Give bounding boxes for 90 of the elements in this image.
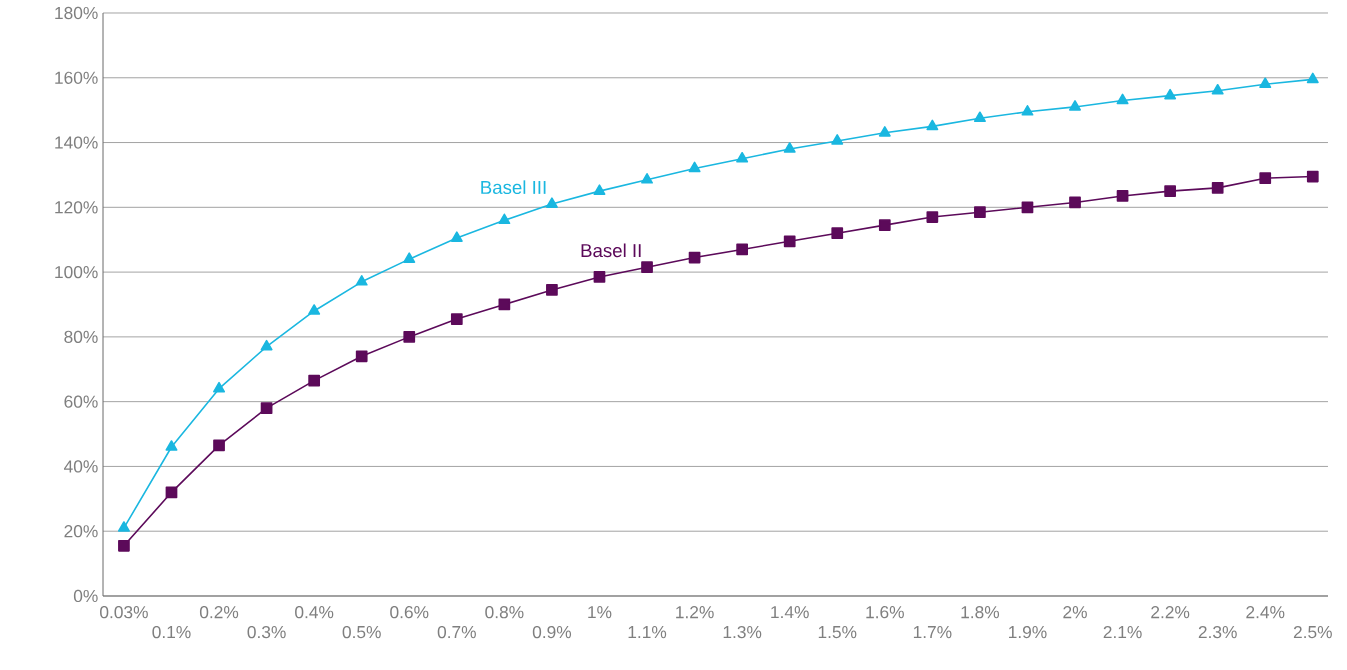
point [260, 339, 273, 351]
point [831, 227, 844, 240]
x-tick-label: 1.7% [913, 626, 952, 639]
point [403, 331, 416, 343]
series-label: Basel II [581, 243, 641, 258]
point [308, 374, 321, 387]
x-tick-label: 0.9% [532, 625, 572, 639]
point [688, 251, 701, 264]
point [260, 402, 273, 414]
point [926, 211, 939, 223]
point [213, 439, 225, 452]
point [593, 271, 606, 283]
point [878, 126, 891, 137]
point [1211, 83, 1224, 95]
point [1164, 185, 1176, 197]
x-tick-label: 1.6% [866, 606, 904, 619]
x-tick-label: 0.4% [295, 606, 334, 619]
point [831, 134, 844, 145]
x-tick-label: 0.1% [152, 625, 191, 639]
point [546, 284, 558, 296]
x-tick-label: 1.1% [628, 626, 667, 639]
point [1211, 182, 1224, 194]
point [1306, 170, 1319, 183]
point [783, 235, 796, 248]
point [1021, 201, 1034, 214]
x-tick-label: 2% [1063, 606, 1087, 619]
point [1069, 196, 1081, 209]
x-tick-label: 1.8% [961, 606, 1000, 619]
x-tick-label: 1% [588, 606, 612, 619]
point [973, 111, 986, 123]
point [117, 521, 130, 532]
x-tick-label: 2.5% [1293, 625, 1332, 639]
point [355, 350, 368, 363]
point [498, 298, 511, 311]
x-tick-label: 0.5% [342, 625, 381, 639]
y-tick-label: 160% [55, 71, 98, 84]
x-tick-label: 1.3% [723, 625, 762, 639]
x-tick-label: 0.6% [390, 606, 429, 619]
x-tick-label: 0.3% [247, 625, 286, 639]
point [498, 213, 511, 225]
x-tick-label: 1.9% [1009, 625, 1047, 639]
point [1021, 104, 1034, 116]
point [450, 231, 463, 242]
point [1164, 88, 1177, 100]
x-tick-label: 2.2% [1151, 606, 1190, 619]
point [450, 313, 463, 325]
point [1306, 72, 1319, 84]
point [878, 219, 891, 231]
point [403, 252, 416, 263]
point [1116, 93, 1129, 105]
x-tick-label: 1.4% [771, 606, 809, 619]
x-tick-label: 0.03% [100, 606, 148, 619]
point [213, 381, 226, 393]
x-tick-label: 0.2% [199, 606, 239, 619]
y-tick-label: 140% [55, 136, 98, 149]
point [641, 172, 654, 184]
point [1259, 172, 1272, 185]
point [1259, 77, 1272, 89]
series-label: Basel III [481, 180, 546, 195]
point [1116, 190, 1129, 202]
point [545, 197, 558, 208]
y-tick-label: 40% [64, 460, 98, 473]
point [688, 161, 701, 173]
x-tick-label: 1.5% [818, 626, 857, 639]
y-tick-label: 0% [73, 589, 98, 603]
point [783, 142, 796, 153]
point [926, 119, 939, 131]
point [308, 304, 321, 315]
x-tick-label: 0.8% [485, 606, 524, 619]
x-tick-label: 0.7% [437, 625, 476, 639]
point [165, 486, 178, 499]
point [641, 261, 653, 274]
x-tick-label: 2.4% [1246, 606, 1285, 619]
x-tick-label: 1.2% [676, 606, 714, 619]
y-tick-label: 180% [55, 6, 98, 20]
y-tick-label: 20% [64, 525, 98, 538]
y-tick-label: 100% [55, 265, 98, 279]
point [736, 243, 748, 256]
y-tick-label: 80% [64, 330, 98, 344]
x-tick-label: 2.3% [1198, 625, 1237, 639]
point [974, 206, 986, 219]
point [165, 440, 178, 451]
point [1069, 100, 1082, 111]
point [736, 151, 749, 163]
y-tick-label: 120% [55, 201, 98, 214]
y-tick-label: 60% [64, 395, 98, 408]
point [593, 184, 606, 195]
point [118, 539, 130, 552]
x-tick-label: 2.1% [1103, 625, 1142, 639]
point [355, 275, 368, 286]
